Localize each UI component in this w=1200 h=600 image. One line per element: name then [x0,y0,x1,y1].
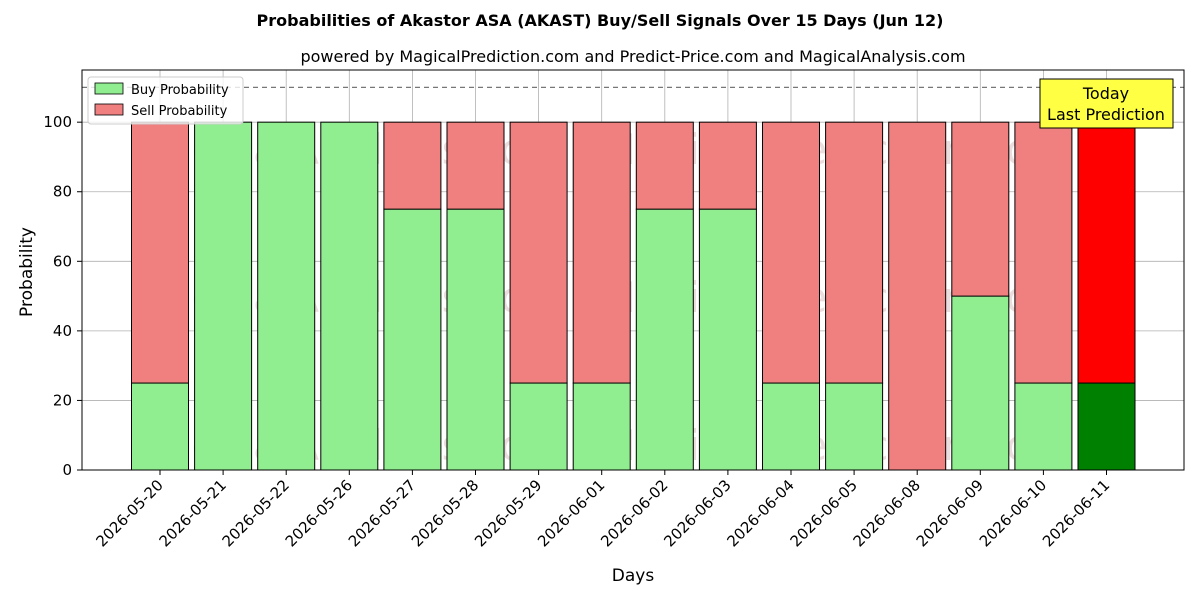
x-tick-label: 2026-05-26 [282,476,356,550]
bar-sell-2026-05-28 [446,121,505,210]
legend-label-sell: Sell Probability [131,104,228,119]
bar-sell-2026-05-27 [383,121,442,210]
bar-sell-2026-06-10 [1014,121,1073,384]
x-axis-label: Days [612,566,655,586]
x-tick-label: 2026-06-10 [976,476,1050,550]
bar-buy-2026-06-01 [572,382,631,471]
bar-buy-2026-05-27 [383,208,442,471]
bar-buy-2026-05-26 [320,121,379,471]
x-tick-label: 2026-06-11 [1039,476,1113,550]
y-tick-label: 80 [53,183,72,201]
bar-sell-2026-05-29 [509,121,568,384]
chart-subtitle: powered by MagicalPrediction.com and Pre… [300,47,965,66]
bar-sell-2026-06-02 [635,121,694,210]
bar-sell-2026-06-01 [572,121,631,384]
y-tick-label: 20 [53,391,72,409]
bar-sell-2026-05-20 [131,121,189,384]
bar-buy-2026-06-02 [635,208,694,471]
bar-buy-2026-05-21 [194,121,253,471]
legend-frame [87,76,244,125]
x-tick-label: 2026-06-08 [850,476,924,550]
legend-swatch-sell [94,103,124,116]
today-annotation-line-2: Last Prediction [1047,105,1165,124]
bar-sell-2026-06-08 [888,121,947,471]
y-tick-label: 0 [62,461,72,479]
bar-buy-2026-05-20 [131,382,189,471]
bar-buy-2026-06-05 [825,382,884,471]
x-tick-label: 2026-06-01 [534,476,608,550]
y-tick-label: 40 [53,322,72,340]
x-tick-label: 2026-06-05 [787,476,861,550]
bar-buy-2026-06-04 [762,382,820,471]
bar-sell-2026-06-04 [762,121,820,384]
x-tick-label: 2026-05-29 [471,476,545,550]
bar-sell-2026-06-05 [825,121,884,384]
y-tick-label: 60 [53,252,72,270]
bars [131,121,1136,471]
y-axis-label: Probability [17,227,37,317]
x-tick-label: 2026-06-09 [913,476,987,550]
bar-sell-2026-06-09 [951,121,1010,297]
bar-buy-2026-06-09 [951,295,1010,471]
legend-label-buy: Buy Probability [131,83,229,98]
y-tick-label: 100 [43,113,72,131]
today-annotation: Today Last Prediction [1039,78,1174,129]
bar-sell-2026-06-03 [698,121,757,210]
legend: Buy Probability Sell Probability [87,76,244,125]
legend-swatch-buy [94,82,124,95]
x-tick-label: 2026-05-21 [156,476,230,550]
bar-buy-2026-06-11 [1077,382,1136,471]
x-tick-label: 2026-06-02 [597,476,671,550]
x-tick-label: 2026-06-04 [723,476,797,550]
bar-buy-2026-05-29 [509,382,568,471]
x-tick-label: 2026-05-22 [219,476,293,550]
plot-frame [81,69,1185,471]
chart-title: Probabilities of Akastor ASA (AKAST) Buy… [257,11,944,30]
x-tick-label: 2026-05-27 [345,476,419,550]
x-tick-label: 2026-06-03 [660,476,734,550]
bar-sell-2026-06-11 [1077,121,1136,384]
today-annotation-line-1: Today [1082,84,1129,103]
today-annotation-box [1039,78,1174,129]
bar-buy-2026-06-03 [698,208,757,471]
x-tick-label: 2026-05-28 [408,476,482,550]
x-tick-label: 2026-05-20 [92,476,166,550]
bar-buy-2026-05-28 [446,208,505,471]
bar-buy-2026-06-10 [1014,382,1073,471]
bar-buy-2026-05-22 [257,121,316,471]
